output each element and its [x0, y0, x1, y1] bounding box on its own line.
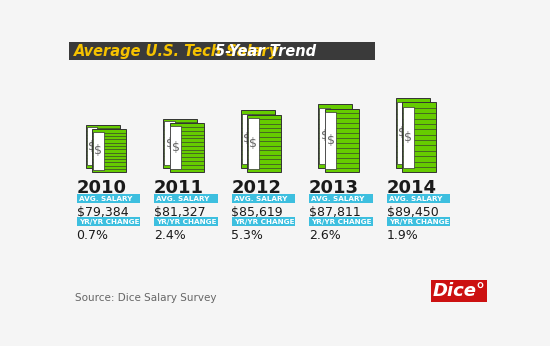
- Bar: [387, 194, 450, 203]
- Bar: [241, 113, 252, 164]
- Text: Average U.S. Tech Salary: Average U.S. Tech Salary: [74, 44, 284, 58]
- Text: YR/YR CHANGE: YR/YR CHANGE: [79, 219, 139, 225]
- Text: $: $: [243, 133, 251, 145]
- Bar: [309, 217, 372, 226]
- Bar: [232, 217, 295, 226]
- Bar: [69, 42, 375, 60]
- Text: YR/YR CHANGE: YR/YR CHANGE: [311, 219, 372, 225]
- Text: $: $: [398, 126, 406, 139]
- Text: Source: Dice Salary Survey: Source: Dice Salary Survey: [75, 292, 217, 302]
- Bar: [164, 121, 175, 165]
- Text: AVG. SALARY: AVG. SALARY: [156, 195, 210, 202]
- Text: $79,384: $79,384: [76, 206, 128, 219]
- Text: AVG. SALARY: AVG. SALARY: [389, 195, 442, 202]
- Bar: [154, 217, 218, 226]
- Text: $: $: [249, 137, 257, 150]
- Bar: [397, 102, 408, 164]
- Text: $89,450: $89,450: [387, 206, 438, 219]
- Bar: [318, 104, 353, 168]
- Bar: [309, 194, 372, 203]
- Text: AVG. SALARY: AVG. SALARY: [234, 195, 287, 202]
- Text: AVG. SALARY: AVG. SALARY: [311, 195, 365, 202]
- Text: 1.9%: 1.9%: [387, 229, 418, 242]
- Text: 2.4%: 2.4%: [154, 229, 186, 242]
- Text: YR/YR CHANGE: YR/YR CHANGE: [156, 219, 217, 225]
- Bar: [154, 194, 218, 203]
- Bar: [241, 110, 275, 168]
- Text: 2014: 2014: [387, 179, 437, 197]
- Text: 2013: 2013: [309, 179, 359, 197]
- Bar: [92, 129, 126, 172]
- Text: $: $: [321, 129, 328, 142]
- Text: 0.7%: 0.7%: [76, 229, 108, 242]
- Text: 5-Year Trend: 5-Year Trend: [215, 44, 316, 58]
- Bar: [232, 194, 295, 203]
- Bar: [387, 217, 450, 226]
- Bar: [170, 126, 181, 170]
- Bar: [76, 194, 140, 203]
- Text: 2012: 2012: [232, 179, 282, 197]
- Bar: [248, 118, 258, 169]
- Bar: [319, 108, 330, 164]
- Bar: [324, 109, 359, 172]
- Text: 5.3%: 5.3%: [232, 229, 263, 242]
- Text: $87,811: $87,811: [309, 206, 361, 219]
- Text: $85,619: $85,619: [232, 206, 283, 219]
- Bar: [163, 119, 197, 168]
- Text: 2011: 2011: [154, 179, 204, 197]
- Text: 2.6%: 2.6%: [309, 229, 341, 242]
- Text: $: $: [88, 140, 96, 153]
- Text: $: $: [327, 134, 335, 147]
- Text: YR/YR CHANGE: YR/YR CHANGE: [234, 219, 294, 225]
- Bar: [76, 217, 140, 226]
- Bar: [402, 102, 436, 172]
- Text: $: $: [94, 144, 102, 157]
- Text: 2010: 2010: [76, 179, 126, 197]
- Bar: [169, 123, 204, 172]
- Bar: [396, 98, 430, 168]
- Text: Dice°: Dice°: [433, 282, 486, 300]
- Bar: [93, 132, 104, 170]
- Bar: [431, 280, 487, 302]
- Text: $: $: [404, 131, 412, 144]
- Text: AVG. SALARY: AVG. SALARY: [79, 195, 132, 202]
- Bar: [86, 125, 120, 168]
- Text: $: $: [166, 137, 174, 150]
- Bar: [325, 112, 336, 169]
- Bar: [86, 127, 97, 165]
- Bar: [247, 115, 281, 172]
- Text: $: $: [172, 141, 180, 154]
- Text: YR/YR CHANGE: YR/YR CHANGE: [389, 219, 449, 225]
- Bar: [403, 107, 414, 168]
- Text: $81,327: $81,327: [154, 206, 206, 219]
